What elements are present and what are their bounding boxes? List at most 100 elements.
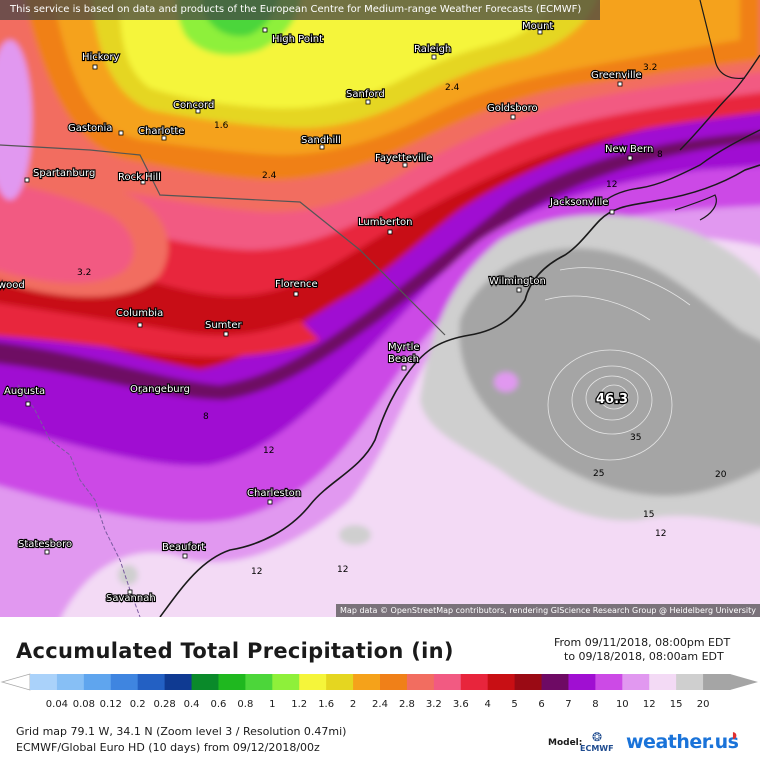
city-marker-florence <box>293 291 299 297</box>
city-marker-high-point <box>262 27 268 33</box>
scale-color-swatch <box>595 674 623 690</box>
city-label-florence[interactable]: Florence <box>274 278 319 291</box>
city-label-sandhill[interactable]: Sandhill <box>300 134 342 147</box>
scale-tick-label: 3.2 <box>426 699 442 710</box>
city-label-sumter[interactable]: Sumter <box>204 319 244 332</box>
city-label-beach[interactable]: Beach <box>387 353 420 366</box>
period-to: to 09/18/2018, 08:00am EDT <box>564 650 724 663</box>
scale-color-swatch <box>56 674 85 690</box>
contour-value-label: 2.4 <box>445 83 460 93</box>
contour-lines <box>544 267 691 461</box>
scale-tick-label: 7 <box>565 699 571 710</box>
scale-tick-label: 1 <box>269 699 275 710</box>
scale-tick-label: 3.6 <box>453 699 469 710</box>
city-label-myrtle[interactable]: Myrtle <box>387 341 421 354</box>
scale-color-swatch <box>137 674 166 690</box>
weather-us-logo[interactable]: weather.us <box>626 731 739 753</box>
city-label-lumberton[interactable]: Lumberton <box>357 216 414 229</box>
city-label-columbia[interactable]: Columbia <box>115 307 164 320</box>
city-label-mount[interactable]: Mount <box>521 20 555 33</box>
period-from: From 09/11/2018, 08:00pm EDT <box>554 636 731 649</box>
city-marker-raleigh <box>431 54 437 60</box>
city-marker-columbia <box>137 322 143 328</box>
contour-value-label: 15 <box>643 510 654 520</box>
city-label-orangeburg[interactable]: Orangeburg <box>129 383 191 396</box>
city-marker-fayetteville <box>402 162 408 168</box>
scale-color-swatch <box>110 674 139 690</box>
city-label-sanford[interactable]: Sanford <box>345 88 386 101</box>
map-canvas: High Point Raleigh Mount Hickory Greenville C… <box>0 0 760 617</box>
city-label-beaufort[interactable]: Beaufort <box>161 541 206 554</box>
city-label-goldsboro[interactable]: Goldsboro <box>486 102 539 115</box>
scale-tick-label: 1.2 <box>291 699 307 710</box>
city-label-wilmington[interactable]: Wilmington <box>488 275 547 288</box>
city-label-savannah[interactable]: Savannah <box>105 592 157 605</box>
city-marker-greenville <box>617 81 623 87</box>
ecmwf-logo-text: ECMWF <box>580 744 614 753</box>
city-label-charlotte[interactable]: Charlotte <box>137 125 186 138</box>
city-label-greenville[interactable]: Greenville <box>590 69 643 82</box>
city-label-gastonia[interactable]: Gastonia <box>67 122 114 135</box>
model-label: Model: <box>548 738 583 748</box>
scale-color-swatch <box>272 674 300 690</box>
city-marker-new-bern <box>627 155 633 161</box>
city-label-raleigh[interactable]: Raleigh <box>413 43 452 56</box>
city-marker-lumberton <box>387 229 393 235</box>
scale-color-swatch <box>245 674 273 690</box>
scale-tick-label: 10 <box>616 699 629 710</box>
city-label-hickory[interactable]: Hickory <box>81 51 121 64</box>
borders <box>0 0 760 617</box>
city-label-spartanburg[interactable]: Spartanburg <box>32 167 96 180</box>
city-label-augusta[interactable]: Augusta <box>3 385 46 398</box>
contour-value-label: 35 <box>630 433 641 443</box>
city-label-new-bern[interactable]: New Bern <box>604 143 654 156</box>
legend-title: Accumulated Total Precipitation (in) <box>16 639 454 663</box>
city-label-high-point[interactable]: High Point <box>271 33 324 46</box>
scale-tick-label: 4 <box>485 699 491 710</box>
scale-color-swatch <box>649 674 677 690</box>
scale-color-swatch <box>191 674 219 690</box>
ecmwf-globe-icon: ❂ <box>592 730 603 744</box>
city-label-rock-hill[interactable]: Rock Hill <box>117 171 162 184</box>
city-marker-rock-hill <box>140 179 146 185</box>
contour-value-label: 1.6 <box>214 121 229 131</box>
model-info: ECMWF/Global Euro HD (10 days) from 09/1… <box>16 741 320 754</box>
precipitation-map[interactable]: High Point Raleigh Mount Hickory Greenville C… <box>0 0 760 617</box>
city-label-charleston[interactable]: Charleston <box>246 487 302 500</box>
city-label-statesboro[interactable]: Statesboro <box>17 538 73 551</box>
scale-tick-label: 2.8 <box>399 699 415 710</box>
contour-value-label: 3.2 <box>77 268 91 278</box>
map-attribution: Map data © OpenStreetMap contributors, r… <box>336 604 760 617</box>
scale-right-arrow <box>730 674 758 690</box>
scale-tick-label: 0.28 <box>153 699 175 710</box>
city-label-jacksonville[interactable]: Jacksonville <box>548 196 610 209</box>
scale-color-swatch <box>514 674 543 690</box>
scale-color-swatch <box>164 674 193 690</box>
scale-tick-label: 0.08 <box>73 699 95 710</box>
scale-color-swatch <box>353 674 381 690</box>
city-marker-charleston <box>267 499 273 505</box>
scale-color-swatch <box>541 674 569 690</box>
city-marker-concord <box>195 108 201 114</box>
city-label-fayetteville[interactable]: Fayetteville <box>374 152 434 165</box>
ecmwf-notice: This service is based on data and produc… <box>0 0 600 20</box>
scale-tick-label: 20 <box>697 699 710 710</box>
city-markers: High Point Raleigh Mount Hickory Greenville C… <box>0 20 654 605</box>
contour-value-label: 2.4 <box>262 171 277 181</box>
city-label-wood[interactable]: wood <box>0 279 26 292</box>
scale-color-swatch <box>676 674 704 690</box>
city-marker-sandhill <box>319 144 325 150</box>
city-marker-sanford <box>365 99 371 105</box>
ecmwf-logo[interactable]: ❂ ECMWF <box>578 728 624 756</box>
city-label-concord[interactable]: Concord <box>172 99 216 112</box>
scale-tick-label: 2 <box>350 699 356 710</box>
contour-value-label: 8 <box>203 412 209 422</box>
scale-tick-label: 0.04 <box>46 699 68 710</box>
city-marker-sumter <box>223 331 229 337</box>
scale-tick-label: 0.2 <box>130 699 146 710</box>
city-marker-charlotte <box>161 135 167 141</box>
color-scale: 0.04 0.08 0.12 0.2 0.28 0.4 0.6 0.8 1 1.2 1.6 2 2.4 2… <box>0 673 758 710</box>
scale-color-swatch <box>487 674 516 690</box>
scale-color-swatch <box>299 674 327 690</box>
